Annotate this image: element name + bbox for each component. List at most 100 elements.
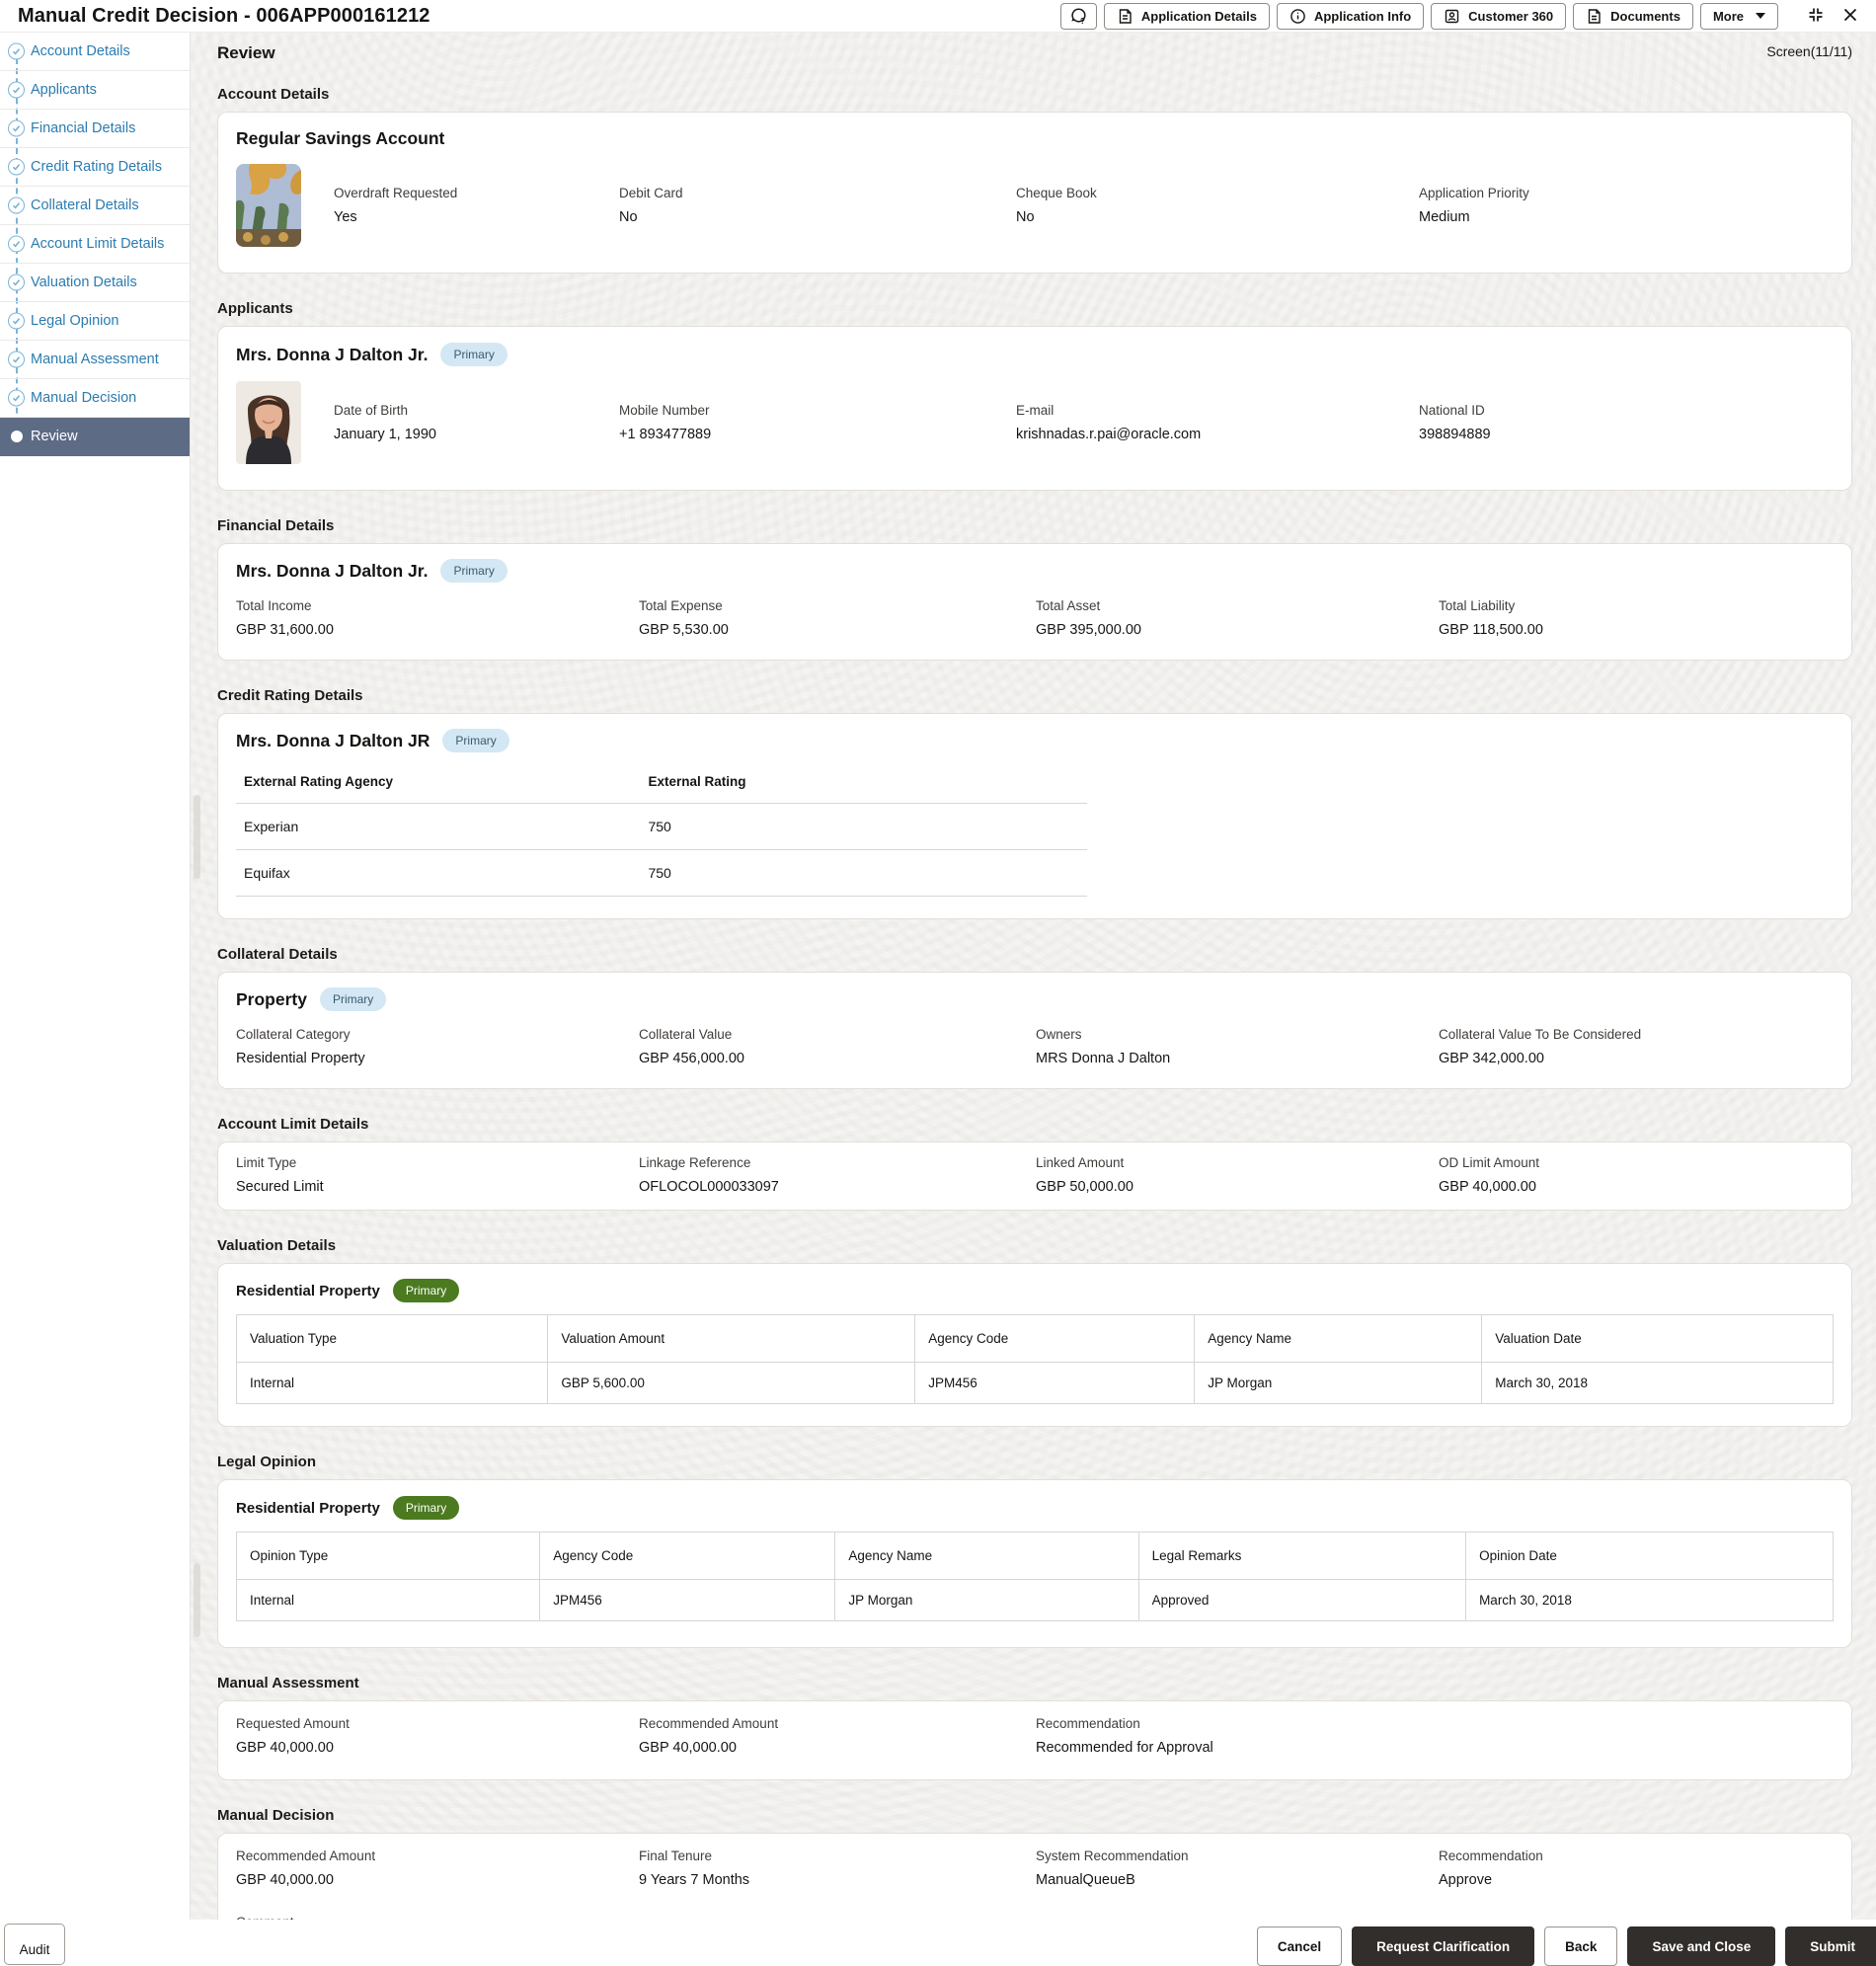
close-button[interactable] [1842, 7, 1858, 26]
check-circle-icon [8, 42, 25, 60]
column-header: Agency Name [834, 1532, 1139, 1580]
field-recommendation: Recommendation Recommended for Approval [1036, 1716, 1213, 1756]
sidebar-item-valuation-details[interactable]: Valuation Details [0, 264, 190, 302]
primary-badge: Primary [440, 559, 508, 583]
collateral-card: Property Primary Collateral Category Res… [217, 972, 1852, 1089]
sidebar-item-label: Valuation Details [31, 275, 137, 290]
review-title: Review [217, 43, 275, 62]
save-and-close-button[interactable]: Save and Close [1627, 1927, 1776, 1966]
primary-badge-green: Primary [392, 1279, 460, 1302]
applicant-name: Mrs. Donna J Dalton Jr. [236, 344, 429, 364]
scrollbar-thumb[interactable] [194, 1563, 200, 1637]
collapse-button[interactable] [1807, 6, 1825, 27]
application-info-label: Application Info [1313, 8, 1412, 24]
customer-360-label: Customer 360 [1468, 8, 1554, 24]
field-total-liability: Total Liability GBP 118,500.00 [1439, 598, 1543, 638]
valuation-property-title: Residential Property [236, 1282, 380, 1299]
table-row: Internal JPM456 JP Morgan Approved March… [235, 1579, 1834, 1621]
section-label-valuation: Valuation Details [217, 1237, 337, 1254]
financial-details-card: Mrs. Donna J Dalton Jr. Primary Total In… [217, 543, 1852, 661]
legal-opinion-table: Opinion Type Agency Code Agency Name Leg… [235, 1532, 1834, 1621]
table-row: Internal GBP 5,600.00 JPM456 JP Morgan M… [235, 1362, 1834, 1404]
document-icon [1117, 8, 1133, 25]
table-row: Equifax 750 [236, 849, 1087, 897]
sidebar-item-credit-rating-details[interactable]: Credit Rating Details [0, 148, 190, 187]
assistant-icon: ? [1069, 7, 1088, 26]
sidebar-item-label: Credit Rating Details [31, 159, 162, 175]
field-debit-card: Debit Card No [619, 186, 683, 225]
sidebar-item-label: Manual Decision [31, 390, 137, 406]
column-header: Valuation Amount [547, 1314, 916, 1363]
assistant-button[interactable]: ? [1059, 2, 1097, 30]
back-button[interactable]: Back [1544, 1927, 1618, 1966]
legal-opinion-card: Residential Property Primary Opinion Typ… [217, 1479, 1852, 1648]
primary-badge: Primary [440, 343, 508, 366]
account-limit-card: Limit Type Secured Limit Linkage Referen… [217, 1141, 1852, 1211]
check-circle-icon [8, 351, 25, 368]
field-date-of-birth: Date of Birth January 1, 1990 [334, 403, 436, 442]
primary-badge: Primary [442, 729, 509, 752]
field-collateral-value-considered: Collateral Value To Be Considered GBP 34… [1439, 1027, 1642, 1066]
window-controls [1807, 6, 1858, 27]
sidebar-item-account-limit-details[interactable]: Account Limit Details [0, 225, 190, 264]
cancel-button[interactable]: Cancel [1256, 1927, 1343, 1966]
audit-button[interactable]: Audit [4, 1924, 65, 1965]
sidebar-item-label: Account Limit Details [31, 236, 165, 252]
section-label-account-limit: Account Limit Details [217, 1116, 369, 1133]
column-header: External Rating [640, 764, 1087, 804]
field-cheque-book: Cheque Book No [1016, 186, 1097, 225]
comment-label: Comment [236, 1915, 1834, 1920]
svg-text:?: ? [1080, 17, 1085, 26]
credit-rating-card: Mrs. Donna J Dalton JR Primary External … [217, 713, 1852, 919]
footer-bar: Audit Cancel Request Clarification Back … [0, 1920, 1876, 1966]
sidebar-item-financial-details[interactable]: Financial Details [0, 110, 190, 148]
screen-indicator: Screen(11/11) [1766, 43, 1852, 59]
field-national-id: National ID 398894889 [1419, 403, 1491, 442]
active-step-dot [11, 431, 23, 442]
manual-assessment-card: Requested Amount GBP 40,000.00 Recommend… [217, 1700, 1852, 1780]
valuation-table: Valuation Type Valuation Amount Agency C… [235, 1314, 1834, 1404]
application-details-button[interactable]: Application Details [1103, 2, 1270, 30]
sidebar-item-label: Collateral Details [31, 197, 139, 213]
customer-360-button[interactable]: Customer 360 [1431, 2, 1567, 30]
check-circle-icon [8, 274, 25, 291]
stepper-nav: Account Details Applicants Financial Det… [0, 33, 190, 456]
field-total-expense: Total Expense GBP 5,530.00 [639, 598, 729, 638]
table-row: Experian 750 [236, 803, 1087, 850]
field-requested-amount: Requested Amount GBP 40,000.00 [236, 1716, 350, 1756]
credit-rating-applicant-name: Mrs. Donna J Dalton JR [236, 730, 430, 750]
manual-decision-card: Recommended Amount GBP 40,000.00 Final T… [217, 1833, 1852, 1920]
sidebar-item-applicants[interactable]: Applicants [0, 71, 190, 110]
info-icon [1290, 8, 1306, 25]
column-header: Opinion Type [235, 1532, 541, 1580]
sidebar-item-legal-opinion[interactable]: Legal Opinion [0, 302, 190, 341]
documents-button[interactable]: Documents [1573, 2, 1693, 30]
valuation-card: Residential Property Primary Valuation T… [217, 1263, 1852, 1427]
application-info-button[interactable]: Application Info [1276, 2, 1425, 30]
check-circle-icon [8, 158, 25, 176]
sidebar-item-label: Legal Opinion [31, 313, 119, 329]
sidebar-item-label: Financial Details [31, 120, 136, 136]
applicant-photo [236, 381, 301, 464]
applicants-card: Mrs. Donna J Dalton Jr. Primary [217, 326, 1852, 491]
sidebar-item-review[interactable]: Review [0, 418, 190, 456]
section-label-manual-assessment: Manual Assessment [217, 1675, 359, 1691]
request-clarification-button[interactable]: Request Clarification [1352, 1927, 1535, 1966]
application-details-label: Application Details [1140, 8, 1257, 24]
sidebar-item-account-details[interactable]: Account Details [0, 33, 190, 71]
submit-button[interactable]: Submit [1785, 1927, 1876, 1966]
field-od-limit-amount: OD Limit Amount GBP 40,000.00 [1439, 1155, 1540, 1195]
check-circle-icon [8, 197, 25, 214]
credit-rating-table: External Rating Agency External Rating E… [236, 764, 1087, 897]
field-collateral-value: Collateral Value GBP 456,000.00 [639, 1027, 744, 1066]
more-button[interactable]: More [1699, 2, 1778, 30]
sidebar-item-manual-decision[interactable]: Manual Decision [0, 379, 190, 418]
account-product-image [236, 164, 301, 247]
column-header: Agency Code [914, 1314, 1196, 1363]
sidebar-item-label: Manual Assessment [31, 352, 159, 367]
check-circle-icon [8, 235, 25, 253]
sidebar-item-collateral-details[interactable]: Collateral Details [0, 187, 190, 225]
scrollbar-thumb[interactable] [194, 795, 200, 879]
sidebar-item-manual-assessment[interactable]: Manual Assessment [0, 341, 190, 379]
